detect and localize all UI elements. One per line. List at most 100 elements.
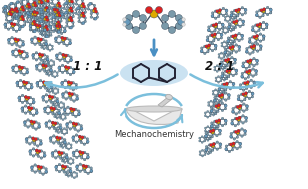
Circle shape (214, 69, 216, 71)
Circle shape (253, 45, 256, 47)
Circle shape (51, 72, 54, 74)
Circle shape (57, 8, 59, 11)
Circle shape (54, 4, 56, 6)
Circle shape (76, 172, 78, 175)
Circle shape (64, 165, 67, 168)
Circle shape (218, 119, 221, 122)
Circle shape (32, 107, 35, 109)
Circle shape (241, 13, 244, 16)
Circle shape (12, 10, 15, 13)
Circle shape (211, 144, 215, 148)
Circle shape (47, 48, 49, 50)
Circle shape (241, 135, 243, 137)
Circle shape (245, 120, 247, 122)
Circle shape (87, 172, 89, 175)
Circle shape (259, 48, 262, 51)
Circle shape (210, 143, 213, 147)
Circle shape (28, 6, 31, 9)
Circle shape (242, 82, 245, 84)
Circle shape (248, 62, 251, 64)
Circle shape (224, 64, 226, 66)
Circle shape (59, 153, 62, 156)
Circle shape (33, 20, 36, 23)
Circle shape (45, 23, 47, 25)
Circle shape (56, 22, 59, 26)
Circle shape (17, 23, 20, 26)
Circle shape (68, 96, 71, 98)
Circle shape (231, 145, 234, 147)
Circle shape (33, 11, 35, 14)
Circle shape (61, 157, 63, 159)
Circle shape (69, 170, 72, 173)
Circle shape (24, 99, 27, 102)
Circle shape (22, 43, 25, 46)
Circle shape (11, 24, 15, 27)
Circle shape (224, 104, 227, 106)
Circle shape (235, 17, 237, 19)
Circle shape (22, 15, 24, 19)
Circle shape (58, 25, 61, 28)
Circle shape (230, 42, 233, 45)
Circle shape (63, 105, 65, 108)
Circle shape (217, 122, 219, 124)
Circle shape (26, 56, 28, 58)
Circle shape (70, 157, 72, 160)
Circle shape (248, 97, 251, 100)
Circle shape (32, 155, 35, 157)
Circle shape (232, 67, 234, 70)
Circle shape (239, 143, 242, 146)
Circle shape (45, 43, 48, 46)
Circle shape (230, 136, 233, 138)
Circle shape (58, 112, 61, 115)
Circle shape (217, 125, 219, 128)
Circle shape (244, 9, 247, 12)
Circle shape (217, 101, 219, 104)
Circle shape (73, 171, 75, 173)
Circle shape (32, 137, 34, 140)
Circle shape (238, 39, 241, 42)
Circle shape (213, 99, 217, 102)
Circle shape (33, 11, 36, 14)
Circle shape (39, 0, 42, 1)
Circle shape (54, 13, 56, 16)
Circle shape (43, 155, 46, 158)
Circle shape (214, 26, 216, 28)
Circle shape (66, 157, 68, 159)
Circle shape (34, 4, 37, 7)
Circle shape (63, 167, 66, 170)
Circle shape (45, 9, 47, 12)
Circle shape (33, 11, 35, 14)
Circle shape (233, 9, 236, 12)
Circle shape (245, 84, 248, 86)
Circle shape (17, 10, 20, 13)
Circle shape (73, 177, 75, 179)
Circle shape (56, 13, 59, 16)
Circle shape (74, 124, 76, 127)
Circle shape (33, 2, 35, 4)
Circle shape (35, 11, 39, 14)
Circle shape (47, 81, 50, 84)
Circle shape (96, 16, 99, 18)
Circle shape (56, 24, 59, 26)
Circle shape (210, 107, 213, 109)
Circle shape (256, 60, 259, 62)
Text: 2 : 1: 2 : 1 (205, 60, 235, 74)
Circle shape (63, 171, 66, 173)
Circle shape (53, 135, 55, 137)
Circle shape (205, 135, 208, 138)
Circle shape (43, 29, 47, 32)
Circle shape (41, 15, 44, 19)
Circle shape (220, 64, 223, 67)
Circle shape (36, 138, 39, 140)
Circle shape (20, 15, 23, 18)
Circle shape (56, 111, 58, 114)
Circle shape (80, 127, 83, 130)
Circle shape (21, 94, 24, 97)
Circle shape (232, 142, 235, 145)
Circle shape (229, 143, 233, 146)
Circle shape (201, 136, 203, 138)
Circle shape (252, 51, 254, 53)
Circle shape (213, 123, 215, 126)
Circle shape (59, 114, 62, 117)
Circle shape (76, 98, 78, 101)
